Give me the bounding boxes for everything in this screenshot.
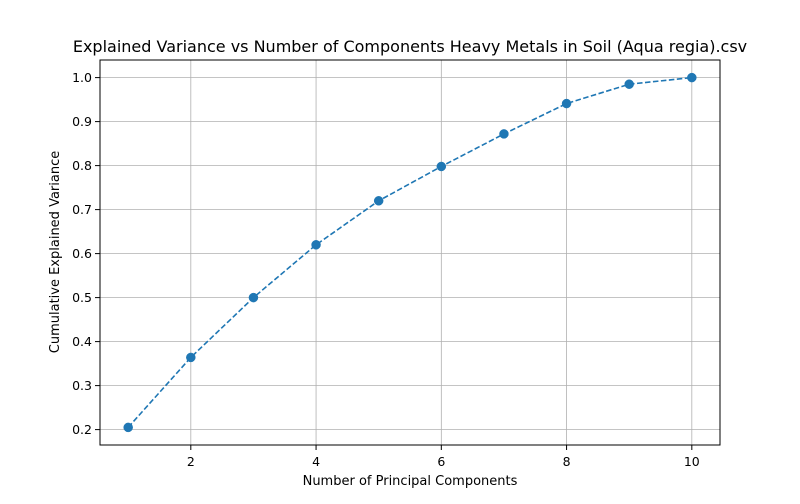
data-point bbox=[248, 292, 259, 303]
y-tick-label: 0.8 bbox=[72, 158, 92, 173]
x-tick-label: 6 bbox=[437, 454, 445, 469]
data-point bbox=[499, 129, 509, 139]
y-tick-label: 1.0 bbox=[72, 70, 92, 85]
y-tick-label: 0.6 bbox=[72, 246, 92, 261]
y-tick-label: 0.7 bbox=[72, 202, 92, 217]
data-point bbox=[436, 161, 447, 172]
data-point bbox=[311, 240, 321, 250]
x-tick-label: 4 bbox=[312, 454, 320, 469]
y-tick-label: 0.3 bbox=[72, 378, 92, 393]
x-tick-label: 10 bbox=[684, 454, 700, 469]
data-point bbox=[561, 98, 572, 109]
data-point bbox=[687, 72, 697, 83]
data-markers bbox=[123, 72, 697, 433]
y-tick-label: 0.4 bbox=[72, 334, 92, 349]
series-line bbox=[127, 76, 692, 428]
y-axis-label: Cumulative Explained Variance bbox=[48, 151, 63, 353]
y-tick-label: 0.5 bbox=[72, 290, 92, 305]
x-axis-label: Number of Principal Components bbox=[303, 474, 518, 489]
y-tick-label: 0.9 bbox=[72, 114, 92, 129]
data-point bbox=[373, 196, 384, 206]
data-point bbox=[624, 79, 634, 89]
data-point bbox=[123, 422, 133, 433]
data-series bbox=[127, 76, 692, 428]
x-tick-label: 8 bbox=[563, 454, 571, 469]
grid-lines bbox=[100, 60, 720, 445]
x-tick-label: 2 bbox=[187, 454, 195, 469]
x-axis-ticks: 2 4 6 8 10 bbox=[187, 445, 700, 469]
data-point bbox=[186, 352, 196, 363]
plot-frame bbox=[99, 59, 721, 446]
y-tick-label: 0.2 bbox=[72, 422, 92, 437]
y-axis-ticks: 0.2 0.3 0.4 0.5 0.6 0.7 0.8 0.9 1.0 bbox=[72, 70, 100, 437]
chart-title: Explained Variance vs Number of Componen… bbox=[73, 37, 747, 56]
